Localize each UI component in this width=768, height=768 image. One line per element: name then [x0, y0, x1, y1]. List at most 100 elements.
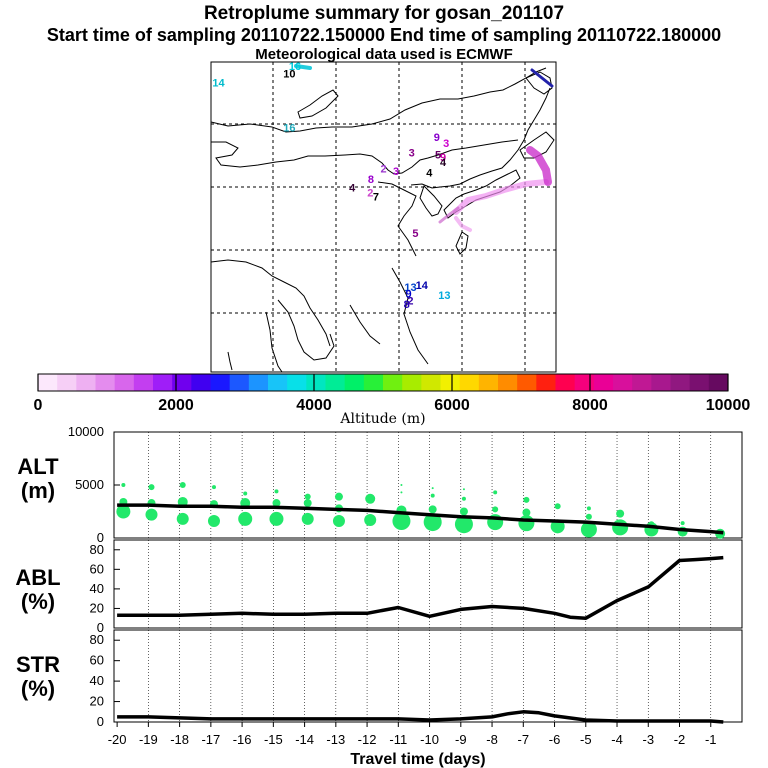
colorbar-swatch	[402, 374, 422, 391]
x-tick-label: -13	[326, 732, 345, 747]
altitude-bubble	[680, 521, 685, 526]
x-tick-label: -18	[170, 732, 189, 747]
sampling-times: Start time of sampling 20110722.150000 E…	[46, 25, 722, 45]
colorbar-swatch	[229, 374, 250, 391]
y-tick-label: 0	[97, 530, 104, 545]
x-tick-label: -6	[549, 732, 561, 747]
altitude-bubble	[243, 491, 248, 496]
colorbar-swatch	[38, 374, 58, 391]
map-hour-label: 5	[435, 150, 441, 162]
altitude-bubble	[207, 515, 220, 528]
altitude-bubble	[179, 482, 186, 488]
y-tick-label: 80	[90, 632, 104, 647]
str-panel-unit: (%)	[21, 676, 55, 701]
altitude-bubble	[145, 508, 158, 521]
altitude-bubble	[586, 506, 591, 511]
map-hour-label: 10	[283, 69, 295, 81]
abl-series-line	[117, 555, 724, 620]
map-frame	[210, 61, 557, 373]
altitude-bubble	[616, 509, 625, 518]
map-hour-label: 14	[212, 77, 225, 89]
altitude-colorbar: 0 2000 4000 6000 8000 10000 Altitude (m)	[34, 373, 751, 427]
colorbar-tick-label: 8000	[572, 397, 608, 414]
colorbar-swatch	[191, 374, 211, 391]
y-tick-label: 10000	[68, 424, 104, 439]
x-tick-label: -12	[358, 732, 377, 747]
altitude-bubble	[121, 483, 126, 487]
map-hour-label: 7	[373, 191, 379, 203]
altitude-bubble	[240, 498, 251, 509]
map-hour-label: 4	[349, 182, 356, 194]
y-tick-label: 0	[97, 620, 104, 635]
altitude-bubble	[459, 507, 468, 516]
y-tick-label: 40	[90, 673, 104, 688]
colorbar-swatch	[172, 374, 192, 391]
x-tick-label: -5	[580, 732, 592, 747]
map-hour-label: 5	[412, 228, 418, 240]
colorbar-swatch	[210, 374, 231, 391]
map-hour-label: 4	[426, 167, 433, 179]
altitude-bubble	[365, 493, 376, 504]
map-hour-label: 9	[440, 152, 446, 164]
colorbar-swatch	[383, 374, 403, 391]
altitude-bubble	[493, 490, 498, 495]
colorbar-swatch	[574, 374, 595, 391]
alt-series-line	[117, 503, 724, 535]
map-hour-label: 16	[283, 122, 295, 134]
colorbar-swatch	[459, 374, 480, 391]
altitude-bubble	[334, 492, 343, 501]
colorbar-swatch	[651, 374, 671, 391]
colorbar-swatch	[268, 374, 288, 391]
altitude-bubble	[454, 515, 473, 534]
y-tick-label: 5000	[75, 477, 104, 492]
colorbar-swatch	[95, 374, 116, 391]
map-hour-label: 16	[289, 61, 301, 73]
altitude-bubble	[518, 515, 535, 532]
colorbar-tick-label: 10000	[706, 397, 751, 414]
map-hour-label: 2	[367, 187, 373, 199]
map-hour-label: 2	[407, 296, 413, 308]
altitude-bubble	[428, 505, 437, 514]
altitude-bubble	[492, 506, 499, 513]
altitude-bubble	[211, 485, 216, 490]
map-hour-label: 9	[406, 289, 412, 301]
abl-panel-unit: (%)	[21, 589, 55, 614]
met-data-note: Meteorological data used is ECMWF	[255, 46, 513, 63]
colorbar-swatch	[153, 374, 173, 391]
map-hour-label: 8	[404, 299, 410, 311]
colorbar-swatch	[248, 374, 269, 391]
map-gridlines	[211, 62, 556, 372]
colorbar-tick-label: 6000	[434, 397, 470, 414]
altitude-bubble	[148, 484, 155, 491]
altitude-bubble	[301, 512, 314, 525]
colorbar-swatch	[498, 374, 518, 391]
x-tick-label: -15	[264, 732, 283, 747]
altitude-bubble	[332, 515, 345, 528]
x-axis-title: Travel time (days)	[350, 751, 485, 768]
colorbar-swatch	[689, 374, 710, 391]
colorbar-swatch	[133, 374, 154, 391]
y-tick-label: 20	[90, 694, 104, 709]
colorbar-swatch	[57, 374, 77, 391]
colorbar-swatch	[363, 374, 384, 391]
x-tick-label: -19	[139, 732, 158, 747]
x-tick-label: -20	[108, 732, 127, 747]
altitude-bubble	[116, 504, 131, 519]
map-hour-label: 13	[438, 290, 450, 302]
y-tick-label: 80	[90, 542, 104, 557]
abl-panel-label: ABL	[15, 565, 60, 590]
altitude-bubble	[269, 511, 284, 526]
str-series-line	[117, 710, 724, 724]
x-tick-label: -17	[201, 732, 220, 747]
colorbar-swatch	[478, 374, 499, 391]
map-hour-label: 13	[404, 282, 416, 294]
y-tick-label: 60	[90, 653, 104, 668]
map-hour-label: 3	[393, 166, 399, 178]
x-tick-label: -4	[611, 732, 623, 747]
altitude-bubble	[423, 513, 442, 532]
altitude-bubble	[303, 499, 312, 508]
colorbar-swatch	[114, 374, 135, 391]
colorbar-swatch	[287, 374, 307, 391]
colorbar-swatch	[517, 374, 537, 391]
altitude-bubble	[461, 496, 466, 501]
